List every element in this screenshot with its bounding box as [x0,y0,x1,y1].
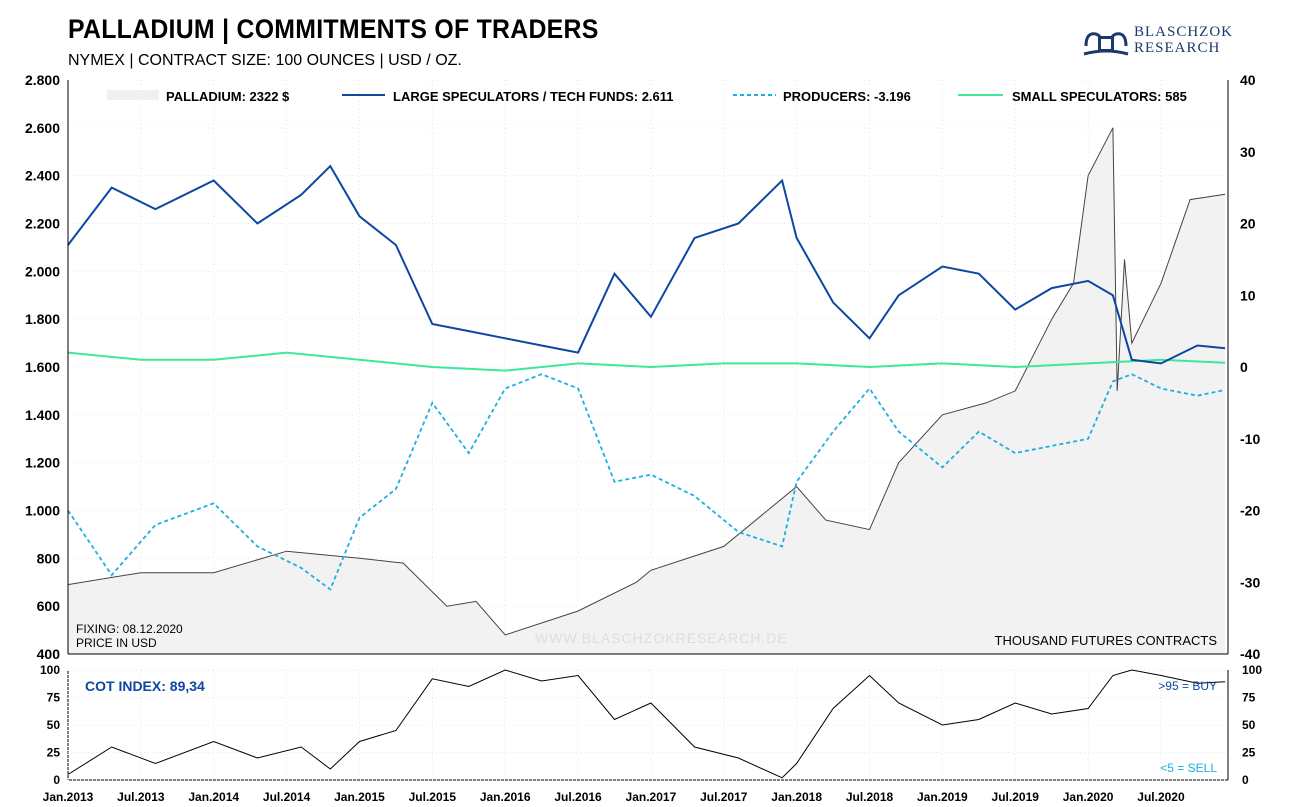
sell-threshold-label: <5 = SELL [1160,761,1217,775]
logo-emblem-icon [1083,32,1129,56]
axes: 2.800 2.600 2.400 2.200 2.000 1.800 1.600 1.400… [25,72,1260,662]
x-tick-label: Jul.2020 [1137,790,1185,804]
x-tick-label: Jul.2014 [263,790,311,804]
x-tick-label: Jan.2013 [43,790,94,804]
y-left-tick-label: 1.200 [25,455,60,471]
logo-line-2: RESEARCH [1134,40,1221,56]
x-tick-label: Jan.2016 [480,790,531,804]
x-tick-label: Jan.2020 [1063,790,1114,804]
y-left-tick-label: 1.000 [25,503,60,519]
x-tick-label: Jul.2019 [992,790,1040,804]
y-right-tick-label: 30 [1240,144,1256,160]
x-tick-label: Jul.2013 [117,790,165,804]
legend-price: PALLADIUM: 2322 $ [166,89,290,104]
large-speculators-line [67,164,1226,365]
x-tick-label: Jan.2015 [334,790,385,804]
y-right-tick-label: -30 [1240,574,1260,590]
page-subtitle: NYMEX | CONTRACT SIZE: 100 OUNCES | USD … [68,52,462,69]
x-tick-label: Jan.2019 [917,790,968,804]
y-left-tick-label: 2.000 [25,263,60,279]
y-left-tick-label: 2.400 [25,168,60,184]
x-tick-label: Jul.2018 [846,790,894,804]
cot-y-left-tick-label: 50 [47,718,61,732]
logo-text: BLASCHZOK RESEARCH [1134,24,1233,56]
price-line [67,127,1226,636]
y-left-tick-label: 1.800 [25,311,60,327]
x-tick-label: Jan.2017 [626,790,677,804]
y-left-tick-label: 2.200 [25,216,60,232]
cot-index-line [67,669,1226,779]
cot-index-label: COT INDEX: 89,34 [85,678,205,694]
cot-y-right-tick-label: 25 [1242,746,1256,760]
legend-large: LARGE SPECULATORS / TECH FUNDS: 2.611 [393,89,674,104]
cot-y-left-tick-label: 25 [47,746,61,760]
cot-grid: Jan.2013 Jul.2013 Jan.2014 Jul.2014 Jan.2015… [40,663,1262,804]
cot-y-right-tick-label: 0 [1242,773,1249,787]
y-right-tick-label: 20 [1240,216,1256,232]
legend-swatch-price [107,90,159,100]
cot-y-right-tick-label: 100 [1242,663,1262,677]
fixing-note: FIXING: 08.12.2020 [76,622,183,636]
y-right-tick-label: 40 [1240,72,1256,88]
y-left-tick-label: 2.800 [25,72,60,88]
y-left-tick-label: 400 [37,646,61,662]
logo: BLASCHZOK RESEARCH [1082,24,1242,58]
price-area [68,127,1226,655]
logo-line-1: BLASCHZOK [1134,24,1234,40]
x-tick-label: Jan.2014 [188,790,239,804]
cot-y-left-tick-label: 100 [40,663,60,677]
y-right-tick-label: 10 [1240,287,1256,303]
cot-y-left-tick-label: 75 [47,691,61,705]
y-right-tick-label: -20 [1240,503,1260,519]
cot-y-right-tick-label: 75 [1242,691,1256,705]
cot-y-left-tick-label: 0 [53,773,60,787]
legend-producers: PRODUCERS: -3.196 [783,89,911,104]
x-tick-label: Jul.2016 [554,790,602,804]
y-left-tick-label: 800 [37,550,61,566]
buy-threshold-label: >95 = BUY [1158,679,1217,693]
y-left-tick-label: 1.400 [25,407,60,423]
x-tick-label: Jan.2018 [771,790,822,804]
page-title: PALLADIUM | COMMITMENTS OF TRADERS [68,14,599,44]
y-right-tick-label: -10 [1240,431,1260,447]
legend: PALLADIUM: 2322 $ LARGE SPECULATORS / TE… [107,89,1187,104]
small-speculators-line [67,351,1226,372]
cot-y-right-tick-label: 50 [1242,718,1256,732]
y-right-tick-label: -40 [1240,646,1260,662]
contracts-unit-note: THOUSAND FUTURES CONTRACTS [995,633,1218,648]
x-tick-label: Jul.2015 [409,790,457,804]
x-tick-label: Jul.2017 [700,790,748,804]
y-left-tick-label: 600 [37,598,61,614]
y-left-tick-label: 1.600 [25,359,60,375]
price-unit-note: PRICE IN USD [76,636,157,650]
producers-line [67,373,1226,591]
watermark: WWW.BLASCHZOKRESEARCH.DE [535,630,788,646]
legend-small: SMALL SPECULATORS: 585 [1012,89,1187,104]
y-left-tick-label: 2.600 [25,120,60,136]
y-right-tick-label: 0 [1240,359,1248,375]
